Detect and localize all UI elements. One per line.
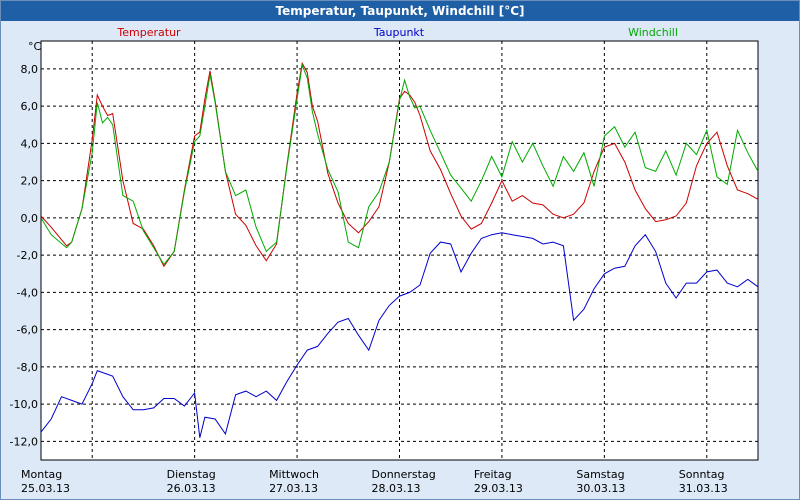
x-tick-date: 26.03.13 <box>167 482 216 495</box>
y-tick-label: -10,0 <box>10 398 38 411</box>
x-tick-weekday: Dienstag <box>167 468 216 481</box>
x-tick-date: 28.03.13 <box>372 482 421 495</box>
y-tick-label: -8,0 <box>17 361 38 374</box>
y-tick-label: -6,0 <box>17 324 38 337</box>
series-lines <box>40 61 759 438</box>
window-title: Temperatur, Taupunkt, Windchill [°C] <box>1 1 799 21</box>
x-tick-date: 27.03.13 <box>269 482 318 495</box>
x-tick-date: 30.03.13 <box>576 482 625 495</box>
x-tick-weekday: Donnerstag <box>372 468 436 481</box>
x-tick-date: 29.03.13 <box>474 482 523 495</box>
y-tick-label: 4,0 <box>21 137 39 150</box>
legend-temperatur: Temperatur <box>116 26 181 39</box>
x-tick-date: 25.03.13 <box>21 482 70 495</box>
x-tick-weekday: Freitag <box>474 468 512 481</box>
y-tick-label: -4,0 <box>17 286 38 299</box>
x-tick-weekday: Mittwoch <box>269 468 319 481</box>
y-tick-label: -12,0 <box>10 435 38 448</box>
y-tick-label: 0,0 <box>21 212 39 225</box>
series-line-taupunkt <box>40 232 759 438</box>
x-tick-weekday: Montag <box>21 468 62 481</box>
x-tick-date: 31.03.13 <box>679 482 728 495</box>
series-line-temperatur <box>40 61 759 268</box>
x-tick-weekday: Sonntag <box>679 468 725 481</box>
x-tick-weekday: Samstag <box>576 468 624 481</box>
series-line-windchill <box>40 63 759 266</box>
chart-canvas: 8,0 6,0 4,0 2,0 0,0 -2,0 -4,0 -6,0 -8,0 -10,0 -12,… <box>10 26 759 495</box>
y-axis-ticks: 8,0 6,0 4,0 2,0 0,0 -2,0 -4,0 -6,0 -8,0 -10,0 -12,… <box>10 63 38 448</box>
y-tick-label: 8,0 <box>21 63 39 76</box>
legend-taupunkt: Taupunkt <box>373 26 425 39</box>
legend-windchill: Windchill <box>628 26 678 39</box>
y-tick-label: -2,0 <box>17 249 38 262</box>
y-tick-label: 6,0 <box>21 100 39 113</box>
y-axis-unit: °C <box>28 40 42 53</box>
y-tick-label: 2,0 <box>21 175 39 188</box>
grid-lines <box>41 41 758 460</box>
